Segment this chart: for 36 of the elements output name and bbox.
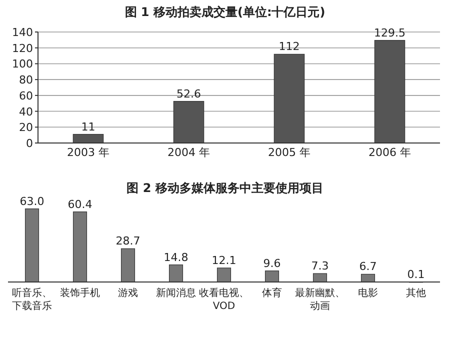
data-label: 0.1 [407, 268, 425, 281]
chart-title: 图 1 移动拍卖成交量(单位:十亿日元) [124, 5, 326, 19]
x-tick-label: 2006 年 [368, 146, 411, 159]
y-tick-label: 100 [12, 58, 33, 71]
x-tick-label: 收看电视、VOD [199, 287, 249, 312]
y-tick-label: 140 [12, 26, 33, 39]
y-tick-label: 20 [19, 121, 33, 134]
data-label: 14.8 [164, 250, 188, 264]
data-label: 12.1 [212, 254, 236, 267]
x-tick-label: 体育 [262, 287, 282, 299]
x-tick-label: 装饰手机 [60, 287, 100, 299]
data-label: 9.6 [263, 256, 281, 270]
data-label: 112 [278, 40, 300, 54]
x-tick-label: 2005 年 [268, 146, 310, 159]
y-tick-label: 60 [19, 89, 33, 102]
data-label: 129.5 [374, 26, 406, 40]
y-tick-label: 80 [19, 74, 33, 87]
x-tick-label: 最新幽默、动画 [295, 287, 345, 312]
x-tick-label: 其他 [406, 287, 426, 299]
data-label: 6.7 [359, 260, 377, 274]
x-tick-label: 新闻消息 [156, 287, 196, 299]
y-tick-label: 40 [19, 105, 33, 118]
y-tick-label: 0 [26, 137, 33, 150]
data-label: 63.0 [20, 194, 44, 208]
x-tick-label: 2003 年 [67, 146, 110, 159]
x-tick-label: 2004 年 [168, 146, 210, 159]
chart-title: 图 2 移动多媒体服务中主要使用项目 [126, 181, 324, 195]
x-tick-label: 听音乐、下载音乐 [12, 287, 52, 312]
data-label: 60.4 [68, 198, 92, 211]
data-label: 11 [81, 120, 96, 134]
data-label: 7.3 [311, 260, 329, 273]
x-tick-label: 电影 [358, 287, 378, 299]
x-tick-label: 游戏 [118, 287, 138, 299]
data-label: 52.6 [176, 87, 201, 100]
data-label: 28.7 [116, 234, 140, 248]
y-tick-label: 120 [12, 42, 33, 55]
